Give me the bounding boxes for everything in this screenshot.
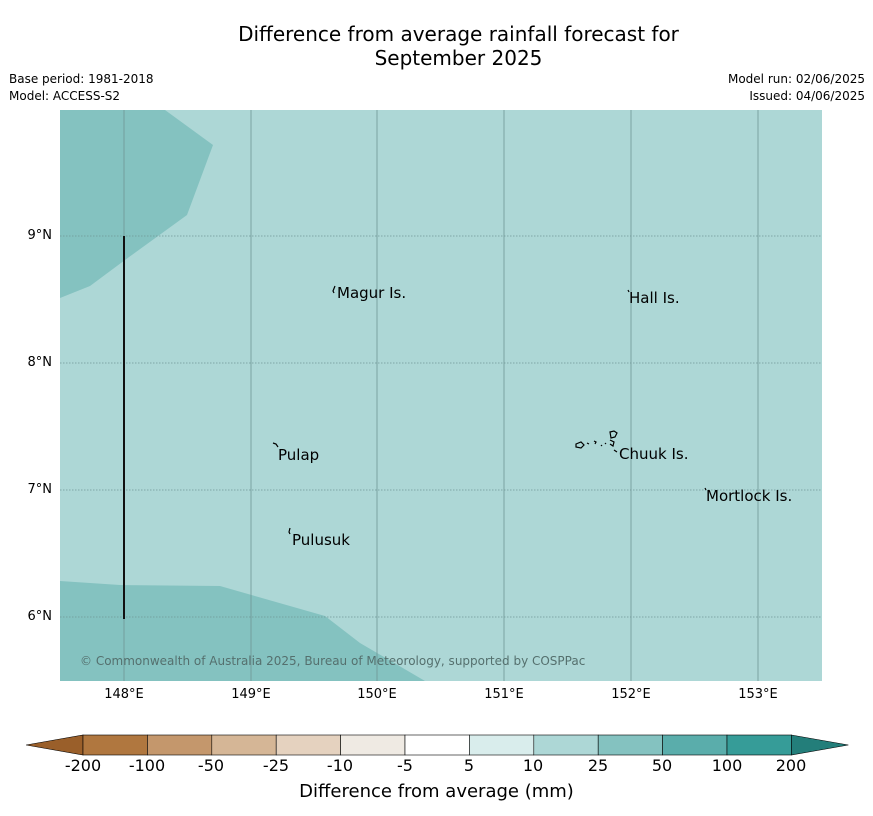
map-title: Difference from average rainfall forecas… (0, 22, 873, 70)
colorbar-tick: -5 (397, 756, 413, 775)
place-label-chuuk: Chuuk Is. (619, 445, 689, 463)
lat-label-6n: 6°N (27, 609, 53, 624)
colorbar-arrow-low (26, 734, 84, 756)
map-svg (60, 110, 822, 681)
lat-label-7n: 7°N (27, 482, 53, 497)
title-line-1: Difference from average rainfall forecas… (238, 22, 679, 46)
lon-label-149e: 149°E (231, 687, 271, 702)
colorbar-tick: 5 (463, 756, 475, 775)
place-label-mortlock: Mortlock Is. (706, 487, 793, 505)
colorbar-tick: 25 (587, 756, 609, 775)
lon-label-152e: 152°E (611, 687, 651, 702)
issued-date: Issued: 04/06/2025 (749, 89, 865, 103)
island-magur (332, 285, 336, 294)
colorbar-tick: -200 (64, 756, 102, 775)
colorbar-tick: 200 (775, 756, 807, 775)
island-pulap (272, 442, 279, 448)
colorbar-tick: 50 (651, 756, 673, 775)
base-period: Base period: 1981-2018 (9, 72, 154, 86)
lon-label-153e: 153°E (738, 687, 778, 702)
meta-left: Base period: 1981-2018 Model: ACCESS-S2 (9, 71, 154, 105)
island-outlines (272, 285, 707, 535)
lat-label-9n: 9°N (27, 228, 53, 243)
colorbar-segment (82, 734, 148, 756)
colorbar-segment (597, 734, 663, 756)
map-panel[interactable] (60, 110, 822, 681)
colorbar-tick: 10 (522, 756, 544, 775)
model-run: Model run: 02/06/2025 (727, 72, 865, 86)
island-hall (627, 289, 630, 293)
colorbar-tick: -10 (326, 756, 354, 775)
colorbar-segment (147, 734, 213, 756)
place-label-pulusuk: Pulusuk (292, 531, 350, 549)
colorbar-tick: -50 (197, 756, 225, 775)
title-line-2: September 2025 (374, 46, 543, 70)
place-label-magur: Magur Is. (337, 284, 407, 302)
lat-label-8n: 8°N (27, 355, 53, 370)
island-mortlock (704, 487, 707, 491)
lon-label-148e: 148°E (104, 687, 144, 702)
colorbar-segment (275, 734, 341, 756)
colorbar (26, 734, 849, 756)
colorbar-segment (662, 734, 728, 756)
colorbar-tick: 100 (711, 756, 743, 775)
colorbar-segment (726, 734, 792, 756)
place-label-hall: Hall Is. (629, 289, 680, 307)
colorbar-segment (533, 734, 599, 756)
place-label-pulap: Pulap (278, 446, 320, 464)
model-name: Model: ACCESS-S2 (9, 89, 121, 103)
lon-label-150e: 150°E (357, 687, 397, 702)
colorbar-segment (340, 734, 406, 756)
wetter-region-northwest (60, 110, 213, 298)
colorbar-segment (404, 734, 470, 756)
colorbar-segment (469, 734, 535, 756)
lon-label-151e: 151°E (484, 687, 524, 702)
colorbar-tick: -25 (262, 756, 290, 775)
meta-right: Model run: 02/06/2025 Issued: 04/06/2025 (728, 71, 865, 105)
wetter-region-southwest (60, 581, 425, 681)
island-chuuk-lagoon (575, 430, 618, 453)
colorbar-arrow-high (791, 734, 849, 756)
latitude-gridlines (60, 235, 822, 618)
colorbar-segment (211, 734, 277, 756)
copyright-notice: © Commonwealth of Australia 2025, Bureau… (80, 654, 586, 668)
island-pulusuk (288, 527, 291, 535)
colorbar-label: Difference from average (mm) (299, 781, 574, 802)
colorbar-tick: -100 (128, 756, 166, 775)
